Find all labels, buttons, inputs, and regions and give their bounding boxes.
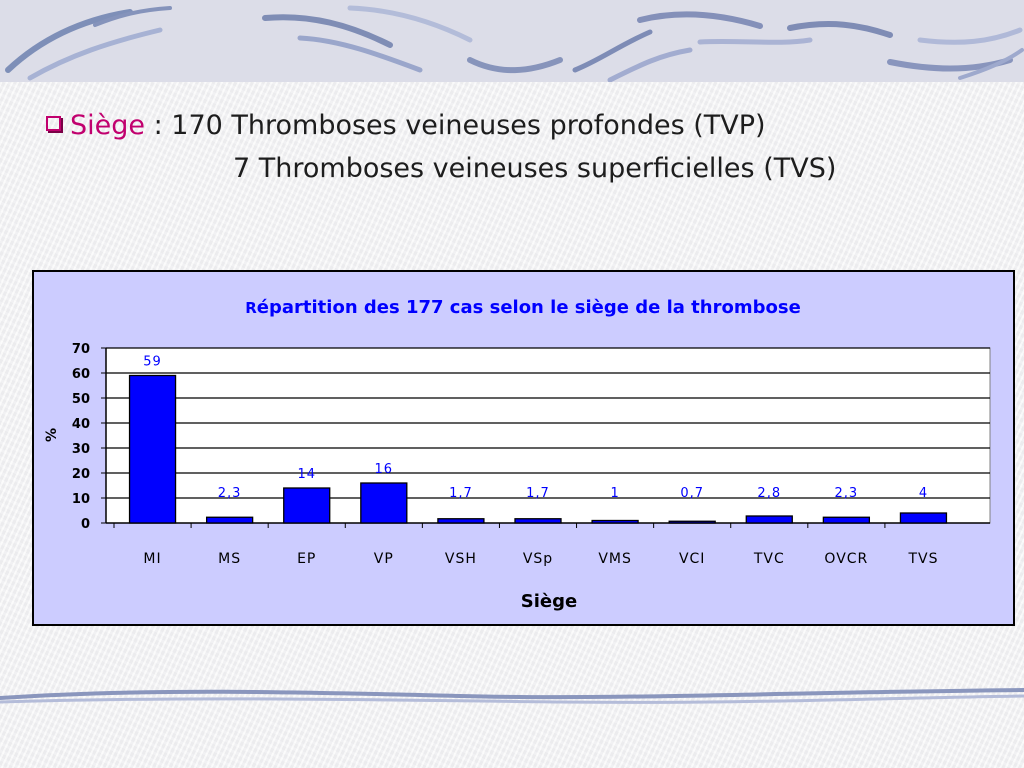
- x-tick-label: VSp: [523, 551, 553, 567]
- bullet-siege-line: Siège : 170 Thromboses veineuses profond…: [46, 110, 766, 141]
- bar-mi: [128, 374, 177, 524]
- y-tick-label: 50: [72, 392, 90, 407]
- x-tick-label: VSH: [445, 551, 477, 567]
- data-label: 59: [143, 355, 162, 370]
- y-tick-label: 30: [72, 442, 90, 457]
- bar-vci: [668, 520, 716, 524]
- y-tick-label: 70: [72, 342, 90, 357]
- bar-ovcr: [822, 516, 871, 524]
- data-label: 14: [297, 467, 316, 482]
- bar-tvs: [899, 512, 948, 524]
- y-tick-label: 60: [72, 367, 90, 382]
- bar-vms: [591, 519, 639, 524]
- x-tick-label: TVC: [753, 551, 785, 567]
- bar-ms: [205, 516, 254, 524]
- tvs-line: 7 Thromboses veineuses superficielles (T…: [233, 153, 837, 184]
- bar-ep: [283, 487, 331, 524]
- x-tick-label: VP: [374, 551, 394, 567]
- data-label: 2,8: [757, 486, 781, 501]
- wave-decoration-bottom: [0, 688, 1024, 704]
- data-label: 0,7: [680, 486, 704, 501]
- x-tick-label: TVS: [907, 551, 938, 567]
- y-axis-label: %: [44, 428, 60, 442]
- data-label: 16: [375, 462, 394, 477]
- data-label: 4: [919, 486, 928, 501]
- x-tick-label: MI: [143, 551, 161, 567]
- y-tick-label: 40: [72, 417, 90, 432]
- bar-vsh: [437, 518, 485, 524]
- y-tick-label: 10: [72, 492, 90, 507]
- chart-title: Répartition des 177 cas selon le siège d…: [245, 297, 801, 318]
- data-label: 1,7: [449, 486, 473, 501]
- x-tick-label: MS: [218, 551, 241, 567]
- tvp-line: 170 Thromboses veineuses profondes (TVP): [171, 110, 766, 141]
- bar-chart: 01020304050607059MI2,3MS14EP16VP1,7VSH1,…: [44, 297, 991, 612]
- bar-tvc: [745, 515, 793, 524]
- bullet-label: Siège: [70, 110, 146, 141]
- x-tick-label: VCI: [679, 551, 705, 567]
- checkbox-bullet-icon: [46, 116, 61, 131]
- wave-decoration-top: [0, 0, 1024, 82]
- data-label: 1,7: [526, 486, 550, 501]
- x-axis-label: Siège: [521, 591, 577, 612]
- x-tick-label: OVCR: [824, 551, 868, 567]
- x-tick-label: EP: [297, 551, 316, 567]
- y-tick-label: 20: [72, 467, 90, 482]
- bar-vp: [360, 482, 408, 524]
- data-label: 1: [610, 486, 619, 501]
- bar-vsp: [514, 518, 562, 524]
- bullet-separator: :: [145, 110, 172, 141]
- chart-panel: 0 10 20 30 40 50 60 70 59 MI 2,3 MS 14 EP 16 VP 1,7 VSH 1,…: [32, 270, 1015, 626]
- plot-area: [105, 347, 991, 524]
- data-label: 2,3: [835, 486, 859, 501]
- data-label: 2,3: [218, 486, 242, 501]
- y-tick-label: 0: [81, 517, 90, 532]
- x-tick-label: VMS: [598, 551, 632, 567]
